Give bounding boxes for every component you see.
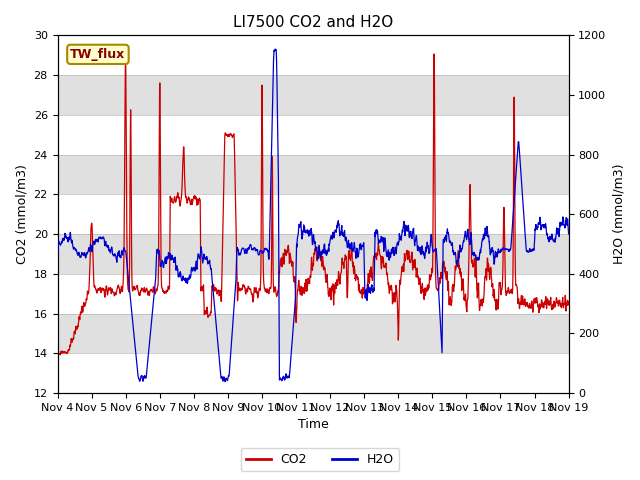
Y-axis label: H2O (mmol/m3): H2O (mmol/m3)	[612, 164, 625, 264]
Legend: CO2, H2O: CO2, H2O	[241, 448, 399, 471]
Y-axis label: CO2 (mmol/m3): CO2 (mmol/m3)	[15, 164, 28, 264]
Text: TW_flux: TW_flux	[70, 48, 125, 61]
X-axis label: Time: Time	[298, 419, 328, 432]
Bar	[58, 234, 568, 274]
Bar	[58, 313, 568, 353]
Title: LI7500 CO2 and H2O: LI7500 CO2 and H2O	[233, 15, 393, 30]
Bar	[58, 75, 568, 115]
Bar	[58, 155, 568, 194]
